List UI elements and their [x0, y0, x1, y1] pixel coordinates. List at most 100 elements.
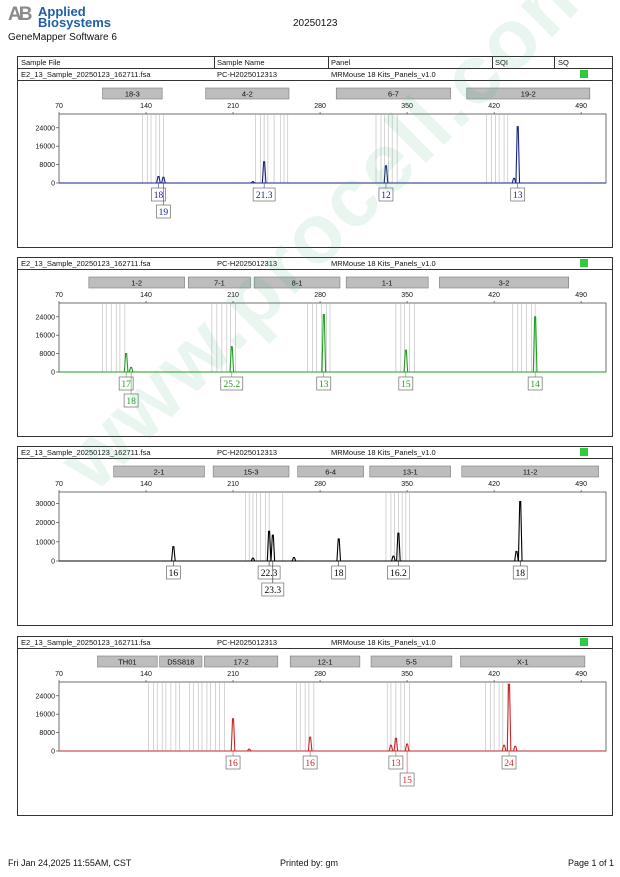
- y-tick-label: 16000: [36, 712, 56, 719]
- electropherogram-black[interactable]: 2-1 15-3 6-4 13-1 11-2 70 140 210 280 350 420 490 0 1…: [18, 459, 612, 625]
- allele-box: [331, 565, 347, 580]
- x-tick-label: 490: [575, 671, 587, 678]
- col-panel: Panel: [331, 58, 351, 67]
- sample-file: E2_13_Sample_20250123_162711.fsa: [21, 70, 151, 79]
- allele-box: [302, 755, 318, 770]
- x-tick-label: 420: [488, 671, 500, 678]
- peak: [128, 366, 134, 373]
- allele-box: [387, 565, 410, 580]
- peak: [393, 737, 399, 752]
- peak: [291, 557, 297, 562]
- panel-green: E2_13_Sample_20250123_162711.fsa PC-H202…: [17, 257, 613, 437]
- y-tick-label: 0: [51, 749, 55, 756]
- panel-name: MRMouse 18 Kits_Panels_v1.0: [331, 70, 436, 79]
- logo-wordmark: Applied Biosystems: [38, 5, 111, 29]
- marker-label: 8-1: [292, 279, 303, 288]
- marker-box: [97, 655, 158, 668]
- x-tick-label: 140: [140, 671, 152, 678]
- allele-label: 25.2: [223, 380, 240, 390]
- allele-label: 24: [504, 759, 514, 769]
- y-tick-label: 30000: [36, 501, 56, 508]
- marker-box: [253, 276, 341, 289]
- electropherogram-blue[interactable]: 18-3 4-2 6-7 19-2 70 140 210 280 350 420 490 0 8000 1…: [18, 81, 612, 247]
- peak: [517, 501, 523, 562]
- marker-label: 1-2: [131, 279, 142, 288]
- allele-label: 16: [169, 569, 179, 579]
- peak: [404, 743, 410, 752]
- x-tick-label: 70: [55, 671, 63, 678]
- y-tick-label: 0: [51, 181, 55, 188]
- allele-box: [257, 565, 281, 580]
- allele-label: 18: [154, 191, 164, 201]
- y-tick-label: 24000: [36, 314, 56, 321]
- allele-label: 19: [159, 208, 169, 218]
- x-tick-label: 280: [314, 671, 326, 678]
- y-tick-label: 24000: [36, 125, 56, 132]
- marker-box: [335, 87, 451, 100]
- x-tick-label: 280: [314, 292, 326, 299]
- x-tick-label: 490: [575, 481, 587, 488]
- allele-label: 14: [530, 380, 540, 390]
- x-tick-label: 350: [401, 103, 413, 110]
- x-tick-label: 70: [55, 481, 63, 488]
- peak: [396, 532, 401, 562]
- sample-name: PC-H2025012313: [217, 259, 278, 268]
- marker-label: 6-4: [325, 468, 336, 477]
- marker-box: [297, 465, 364, 478]
- allele-label: 16.2: [390, 569, 407, 579]
- y-tick-label: 8000: [39, 730, 55, 737]
- marker-label: X-1: [517, 658, 529, 667]
- marker-box: [466, 87, 591, 100]
- sq-status-indicator: [580, 70, 588, 78]
- peak: [514, 550, 519, 562]
- allele-box: [527, 376, 543, 391]
- marker-box: [345, 276, 429, 289]
- allele-box: [220, 376, 244, 391]
- marker-box: [187, 276, 251, 289]
- allele-box: [388, 755, 404, 770]
- allele-label: 18: [126, 397, 136, 407]
- peak: [250, 181, 256, 184]
- plot-frame: [58, 681, 607, 752]
- peak: [246, 748, 252, 752]
- allele-label: 15: [401, 380, 411, 390]
- allele-box: [123, 393, 139, 408]
- marker-label: 1-1: [382, 279, 393, 288]
- allele-box: [156, 204, 171, 219]
- sq-status-indicator: [580, 259, 588, 267]
- marker-box: [461, 465, 599, 478]
- sample-name: PC-H2025012313: [217, 70, 278, 79]
- marker-box: [439, 276, 570, 289]
- marker-box: [159, 655, 203, 668]
- electropherogram-red[interactable]: TH01 D5S818 17-2 12-1 5-5 X-1 70 140 210 280 350 42…: [18, 649, 612, 815]
- x-tick-label: 420: [488, 103, 500, 110]
- marker-box: [88, 276, 185, 289]
- y-tick-label: 8000: [39, 162, 55, 169]
- allele-box: [166, 565, 181, 580]
- electropherogram-green[interactable]: 1-2 7-1 8-1 1-1 3-2 70 140 210 280 350 420 490 0 8000…: [18, 270, 612, 436]
- peak: [156, 176, 161, 184]
- x-tick-label: 70: [55, 292, 63, 299]
- peak: [171, 546, 176, 562]
- peak: [261, 161, 267, 184]
- allele-label: 18: [334, 569, 344, 579]
- allele-box: [261, 582, 285, 597]
- applied-biosystems-logo: AB Applied Biosystems: [8, 4, 118, 34]
- peak: [161, 176, 166, 184]
- allele-label: 13: [513, 191, 523, 201]
- allele-label: 13: [319, 380, 329, 390]
- marker-label: D5S818: [167, 658, 194, 667]
- allele-label: 18: [515, 569, 525, 579]
- marker-label: 4-2: [242, 90, 253, 99]
- y-tick-label: 0: [51, 370, 55, 377]
- x-tick-label: 280: [314, 103, 326, 110]
- peak: [391, 555, 396, 562]
- peak: [383, 165, 389, 184]
- col-sqi: SQI: [495, 58, 508, 67]
- x-tick-label: 210: [227, 481, 239, 488]
- panel-info-row: E2_13_Sample_20250123_162711.fsa PC-H202…: [18, 258, 612, 270]
- peak: [230, 718, 236, 752]
- sq-status-indicator: [580, 448, 588, 456]
- x-tick-label: 350: [401, 481, 413, 488]
- sq-status-indicator: [580, 638, 588, 646]
